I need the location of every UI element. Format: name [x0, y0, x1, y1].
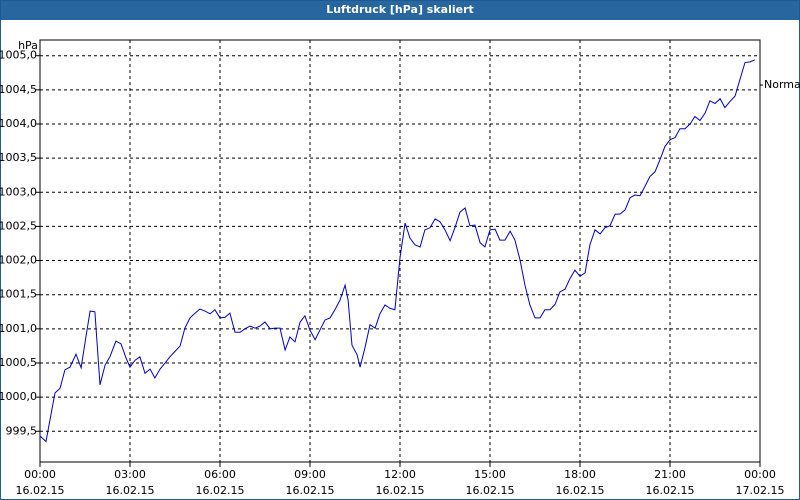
legend-label: Normal: [764, 78, 800, 91]
x-tick-date: 16.02.15: [106, 484, 155, 497]
x-tick-label: 00:00: [744, 468, 776, 481]
y-unit: hPa: [18, 39, 38, 52]
y-tick-label: 1000,5: [0, 356, 37, 369]
x-tick-label: 12:00: [384, 468, 416, 481]
y-tick-label: 1001,5: [0, 288, 37, 301]
x-tick-date: 17.02.15: [736, 484, 785, 497]
x-tick-date: 16.02.15: [196, 484, 245, 497]
y-tick-label: 1002,5: [0, 219, 37, 232]
data-line: [39, 59, 756, 443]
y-tick-label: 1004,5: [0, 83, 37, 96]
x-tick-date: 16.02.15: [556, 484, 605, 497]
x-tick-label: 06:00: [204, 468, 236, 481]
x-tick-label: 00:00: [24, 468, 56, 481]
x-tick-date: 16.02.15: [646, 484, 695, 497]
x-tick-date: 16.02.15: [16, 484, 65, 497]
x-tick-label: 21:00: [654, 468, 686, 481]
y-tick-label: 999,5: [6, 424, 38, 437]
title-bar: [0, 0, 800, 20]
x-tick-label: 09:00: [294, 468, 326, 481]
x-tick-date: 16.02.15: [286, 484, 335, 497]
x-tick-label: 03:00: [114, 468, 146, 481]
x-tick-date: 16.02.15: [466, 484, 515, 497]
y-tick-label: 1005,0: [0, 49, 37, 62]
y-tick-label: 1003,0: [0, 185, 37, 198]
x-tick-date: 16.02.15: [376, 484, 425, 497]
x-tick-label: 18:00: [564, 468, 596, 481]
chart-title: Luftdruck [hPa] skaliert: [326, 3, 474, 16]
x-tick-label: 15:00: [474, 468, 506, 481]
y-tick-label: 1004,0: [0, 117, 37, 130]
y-tick-label: 1001,0: [0, 322, 37, 335]
y-tick-label: 1000,0: [0, 390, 37, 403]
y-tick-label: 1002,0: [0, 254, 37, 267]
y-tick-label: 1003,5: [0, 151, 37, 164]
